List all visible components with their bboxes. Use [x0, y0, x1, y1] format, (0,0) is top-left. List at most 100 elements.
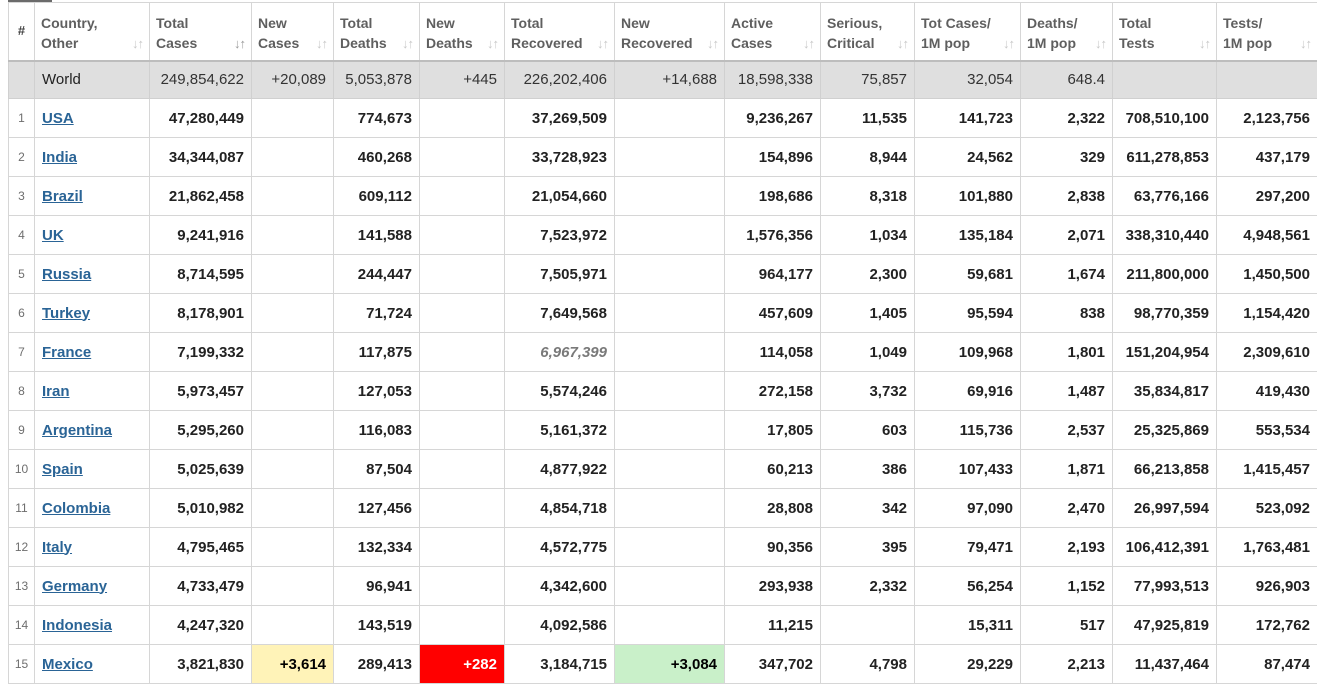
column-header-deaths-1m[interactable]: Deaths/ 1M pop ↓↑ — [1020, 2, 1113, 62]
column-header-tot-cases-1m[interactable]: Tot Cases/ 1M pop ↓↑ — [914, 2, 1021, 62]
new-recovered-cell — [614, 566, 725, 606]
total-recovered-cell: 4,854,718 — [504, 488, 615, 528]
deaths-1m-cell: 2,838 — [1020, 176, 1113, 216]
sort-arrows-icon[interactable]: ↓↑ — [897, 35, 909, 51]
tests-1m-cell: 553,534 — [1216, 410, 1317, 450]
table-row: 8 Iran 5,973,457 127,053 5,574,246 272,158 3,7… — [8, 371, 1317, 411]
row-rank-cell: 5 — [8, 254, 35, 294]
total-cases-cell: 8,714,595 — [149, 254, 252, 294]
sort-arrows-icon[interactable]: ↓↑ — [597, 35, 609, 51]
total-cases-cell: 5,025,639 — [149, 449, 252, 489]
world-total-recovered-cell: 226,202,406 — [504, 60, 615, 99]
serious-critical-cell: 2,300 — [820, 254, 915, 294]
sort-arrows-icon[interactable]: ↓↑ — [487, 35, 499, 51]
column-header-label: Country, Other — [41, 15, 98, 51]
world-new-cases-cell: +20,089 — [251, 60, 334, 99]
column-header-country[interactable]: Country, Other ↓↑ — [34, 2, 150, 62]
new-cases-cell: +3,614 — [251, 644, 334, 684]
sort-arrows-icon[interactable]: ↓↑ — [707, 35, 719, 51]
column-header-total-recovered[interactable]: Total Recovered ↓↑ — [504, 2, 615, 62]
new-cases-cell — [251, 449, 334, 489]
sort-arrows-icon[interactable]: ↓↑ — [1003, 35, 1015, 51]
country-link[interactable]: Colombia — [42, 499, 111, 517]
new-deaths-cell — [419, 371, 505, 411]
active-cases-cell: 60,213 — [724, 449, 821, 489]
column-header-total-tests[interactable]: Total Tests ↓↑ — [1112, 2, 1217, 62]
tests-1m-cell: 437,179 — [1216, 137, 1317, 177]
country-cell: India — [34, 137, 150, 177]
active-cases-cell: 11,215 — [724, 605, 821, 645]
country-cell: Indonesia — [34, 605, 150, 645]
tot-cases-1m-cell: 69,916 — [914, 371, 1021, 411]
column-header-new-recovered[interactable]: New Recovered ↓↑ — [614, 2, 725, 62]
sort-arrows-icon[interactable]: ↓↑ — [1199, 35, 1211, 51]
country-cell: Mexico — [34, 644, 150, 684]
sort-arrows-icon[interactable]: ↓↑ — [803, 35, 815, 51]
active-cases-cell: 90,356 — [724, 527, 821, 567]
new-deaths-cell — [419, 215, 505, 255]
sort-arrows-icon[interactable]: ↓↑ — [132, 35, 144, 51]
total-deaths-cell: 96,941 — [333, 566, 420, 606]
new-deaths-cell — [419, 527, 505, 567]
world-serious-critical-cell: 75,857 — [820, 60, 915, 99]
total-recovered-cell: 21,054,660 — [504, 176, 615, 216]
total-deaths-cell: 143,519 — [333, 605, 420, 645]
column-header-active-cases[interactable]: Active Cases ↓↑ — [724, 2, 821, 62]
column-header-total-deaths[interactable]: Total Deaths ↓↑ — [333, 2, 420, 62]
country-link[interactable]: Germany — [42, 577, 108, 595]
world-tests-1m-cell — [1216, 60, 1317, 99]
sort-arrows-icon[interactable]: ↓↑ — [1300, 35, 1312, 51]
total-deaths-cell: 774,673 — [333, 98, 420, 138]
country-cell: Colombia — [34, 488, 150, 528]
country-cell: USA — [34, 98, 150, 138]
sort-arrows-icon[interactable]: ↓↑ — [402, 35, 414, 51]
sort-arrows-icon[interactable]: ↓↑ — [316, 35, 328, 51]
new-cases-cell — [251, 488, 334, 528]
column-header-new-cases[interactable]: New Cases ↓↑ — [251, 2, 334, 62]
new-recovered-cell — [614, 293, 725, 333]
country-link[interactable]: Argentina — [42, 421, 113, 439]
total-cases-cell: 5,010,982 — [149, 488, 252, 528]
total-recovered-cell: 37,269,509 — [504, 98, 615, 138]
country-link[interactable]: UK — [42, 226, 64, 244]
column-header-label: New Recovered — [621, 15, 693, 51]
country-link[interactable]: France — [42, 343, 92, 361]
total-tests-cell: 151,204,954 — [1112, 332, 1217, 372]
column-header-total-cases[interactable]: Total Cases ↓↑ — [149, 2, 252, 62]
total-deaths-cell: 127,456 — [333, 488, 420, 528]
column-header-serious-critical[interactable]: Serious, Critical ↓↑ — [820, 2, 915, 62]
tests-1m-cell: 1,415,457 — [1216, 449, 1317, 489]
new-recovered-cell — [614, 449, 725, 489]
country-link[interactable]: Russia — [42, 265, 92, 283]
tests-1m-cell: 2,123,756 — [1216, 98, 1317, 138]
deaths-1m-cell: 1,801 — [1020, 332, 1113, 372]
sort-arrows-icon[interactable]: ↓↑ — [234, 35, 246, 51]
total-deaths-cell: 460,268 — [333, 137, 420, 177]
country-link[interactable]: Iran — [42, 382, 70, 400]
sort-arrows-icon[interactable]: ↓↑ — [1095, 35, 1107, 51]
country-cell: Argentina — [34, 410, 150, 450]
table-row: 5 Russia 8,714,595 244,447 7,505,971 964,177 2… — [8, 254, 1317, 294]
column-header-label: New Cases — [258, 15, 300, 51]
new-recovered-cell — [614, 605, 725, 645]
total-tests-cell: 98,770,359 — [1112, 293, 1217, 333]
table-row: 12 Italy 4,795,465 132,334 4,572,775 90,356 39… — [8, 527, 1317, 567]
column-header-new-deaths[interactable]: New Deaths ↓↑ — [419, 2, 505, 62]
country-link[interactable]: USA — [42, 109, 74, 127]
country-link[interactable]: Mexico — [42, 655, 93, 673]
country-link[interactable]: Spain — [42, 460, 83, 478]
column-header-label: Tests/ 1M pop — [1223, 15, 1272, 51]
country-link[interactable]: Brazil — [42, 187, 83, 205]
column-header-tests-1m[interactable]: Tests/ 1M pop ↓↑ — [1216, 2, 1317, 62]
tests-1m-cell: 87,474 — [1216, 644, 1317, 684]
tests-1m-cell: 419,430 — [1216, 371, 1317, 411]
total-recovered-cell: 6,967,399 — [504, 332, 615, 372]
row-rank-cell: 15 — [8, 644, 35, 684]
country-link[interactable]: India — [42, 148, 78, 166]
country-link[interactable]: Indonesia — [42, 616, 113, 634]
country-link[interactable]: Italy — [42, 538, 73, 556]
serious-critical-cell: 8,318 — [820, 176, 915, 216]
total-deaths-cell: 132,334 — [333, 527, 420, 567]
total-cases-cell: 4,733,479 — [149, 566, 252, 606]
country-link[interactable]: Turkey — [42, 304, 91, 322]
